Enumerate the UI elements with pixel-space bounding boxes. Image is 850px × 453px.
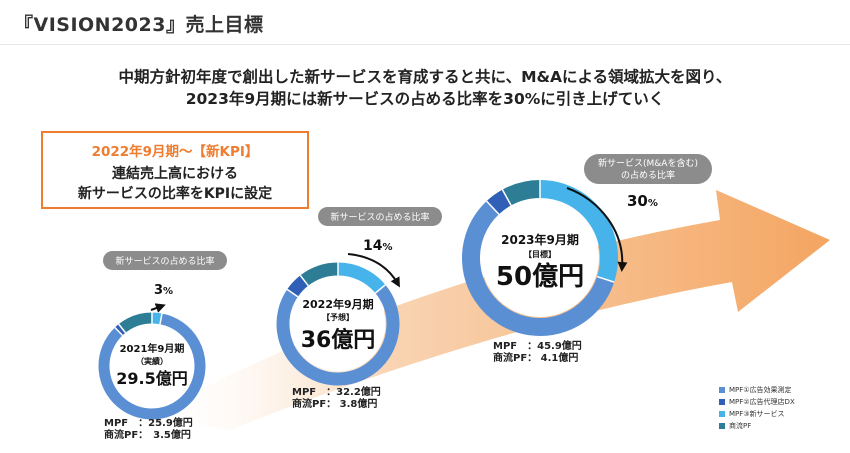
legend-swatch-commerce xyxy=(719,423,725,429)
donut-3-segment-mpf3 xyxy=(539,180,618,283)
donut-3-separator xyxy=(486,200,500,215)
donut-1-segment-mpf3 xyxy=(151,312,163,325)
donut-3-center xyxy=(481,199,599,317)
donut-2-center xyxy=(290,276,386,372)
donut-2022 xyxy=(276,262,400,386)
breakdown-2023-pf: 商流PF： 4.1億円 xyxy=(493,353,579,364)
breakdown-2022-mpf: MPF ：32.2億円 xyxy=(292,387,381,398)
pct-2022-unit: % xyxy=(382,242,392,253)
kpi-line-2: 連結売上高における xyxy=(112,166,238,182)
legend: MPF①広告効果測定 MPF②広告代理店DX MPF③新サービス 商流PF xyxy=(719,384,795,432)
donut-2-separator xyxy=(286,288,299,298)
pct-2021-number: 3 xyxy=(154,283,163,298)
legend-item-commerce: 商流PF xyxy=(719,420,795,432)
page-title: 『VISION2023』売上目標 xyxy=(14,14,264,36)
breakdown-2022: MPF ：32.2億円 商流PF： 3.8億円 xyxy=(292,387,381,411)
title-bar: 『VISION2023』売上目標 xyxy=(0,0,850,45)
donut-1-separator xyxy=(118,323,127,334)
donut-1-segment-commerce xyxy=(118,312,153,333)
donut-2022-total: 36億円 xyxy=(301,327,376,353)
pill-2021-label: 新サービスの占める比率 xyxy=(115,255,214,267)
donut-2-separator xyxy=(299,274,309,287)
donut-1-segment-mpf1 xyxy=(98,313,206,420)
pct-2023-unit: % xyxy=(648,198,658,209)
legend-item-mpf2: MPF②広告代理店DX xyxy=(719,396,795,408)
donut-1-separator xyxy=(114,326,124,336)
legend-label-mpf1: MPF①広告効果測定 xyxy=(729,386,792,394)
pill-2022: 新サービスの占める比率 xyxy=(318,207,442,226)
donut-2022-tag: 【予想】 xyxy=(322,312,354,322)
donut-2-segment-mpf1 xyxy=(276,284,400,386)
donut-2023-period: 2023年9月期 xyxy=(501,232,579,247)
pct-2021: 3% xyxy=(154,283,173,298)
pill-2022-label: 新サービスの占める比率 xyxy=(330,211,429,223)
pill-2023-label-2: の占める比率 xyxy=(621,169,675,181)
headline-line-1: 中期方針初年度で創出した新サービスを育成すると共に、M&Aによる領域拡大を図り、 xyxy=(118,68,732,86)
donut-2021 xyxy=(98,312,206,420)
kpi-line-3: 新サービスの比率をKPIに設定 xyxy=(77,186,273,202)
legend-label-commerce: 商流PF xyxy=(729,422,752,430)
breakdown-2022-pf: 商流PF： 3.8億円 xyxy=(292,399,378,410)
pill-2021: 新サービスの占める比率 xyxy=(103,251,227,270)
donut-3-separator xyxy=(501,189,512,206)
donut-2-segment-mpf2 xyxy=(287,275,309,297)
donut-2021-period: 2021年9月期 xyxy=(120,342,185,355)
donut-2-separator xyxy=(374,284,386,294)
donut-3-segment-commerce xyxy=(502,180,541,206)
breakdown-2021-pf: 商流PF： 3.5億円 xyxy=(104,430,191,441)
pct-2022-number: 14 xyxy=(363,238,383,254)
pill-2023-label-1: 新サービス(M&Aを含む) xyxy=(598,157,698,169)
arrow-2022-icon xyxy=(347,253,400,288)
pct-2021-unit: % xyxy=(163,286,173,297)
donut-3-segment-mpf2 xyxy=(486,189,512,215)
breakdown-2023: MPF ：45.9億円 商流PF： 4.1億円 xyxy=(493,341,582,365)
donut-2021-tag: （実績） xyxy=(136,356,168,366)
donut-2022-period: 2022年9月期 xyxy=(302,297,373,311)
legend-item-mpf1: MPF①広告効果測定 xyxy=(719,384,795,396)
pct-2022: 14% xyxy=(363,238,393,254)
donut-3-segment-mpf1 xyxy=(462,201,615,336)
donut-2-segment-mpf3 xyxy=(337,262,386,294)
donut-1-center xyxy=(110,324,194,408)
legend-swatch-mpf3 xyxy=(719,411,725,417)
donut-2023 xyxy=(462,180,618,336)
kpi-box: 2022年9月期～【新KPI】 連結売上高における 新サービスの比率をKPIに設… xyxy=(41,131,309,209)
donut-2023-tag: 【目標】 xyxy=(524,249,556,259)
breakdown-2021: MPF ：25.9億円 商流PF： 3.5億円 xyxy=(104,418,193,442)
legend-item-mpf3: MPF③新サービス xyxy=(719,408,795,420)
headline-line-2: 2023年9月期には新サービスの占める比率を30%に引き上げていく xyxy=(185,90,665,108)
breakdown-2021-mpf: MPF ：25.9億円 xyxy=(104,418,193,429)
arrow-2023-icon xyxy=(566,187,628,272)
legend-label-mpf2: MPF②広告代理店DX xyxy=(729,398,795,406)
kpi-heading: 2022年9月期～【新KPI】 xyxy=(91,144,259,160)
legend-swatch-mpf2 xyxy=(719,399,725,405)
pill-2023: 新サービス(M&Aを含む) の占める比率 xyxy=(584,154,712,184)
donut-2021-total: 29.5億円 xyxy=(116,369,187,388)
donut-2023-total: 50億円 xyxy=(496,262,584,292)
legend-label-mpf3: MPF③新サービス xyxy=(729,410,785,418)
breakdown-2023-mpf: MPF ：45.9億円 xyxy=(493,341,582,352)
legend-swatch-mpf1 xyxy=(719,387,725,393)
donut-3-separator xyxy=(596,275,615,283)
arrow-2021-icon xyxy=(150,303,166,313)
donut-1-separator xyxy=(159,313,163,325)
pct-2023: 30% xyxy=(627,192,658,210)
donut-2-segment-commerce xyxy=(300,262,339,286)
pct-2023-number: 30 xyxy=(627,192,648,210)
